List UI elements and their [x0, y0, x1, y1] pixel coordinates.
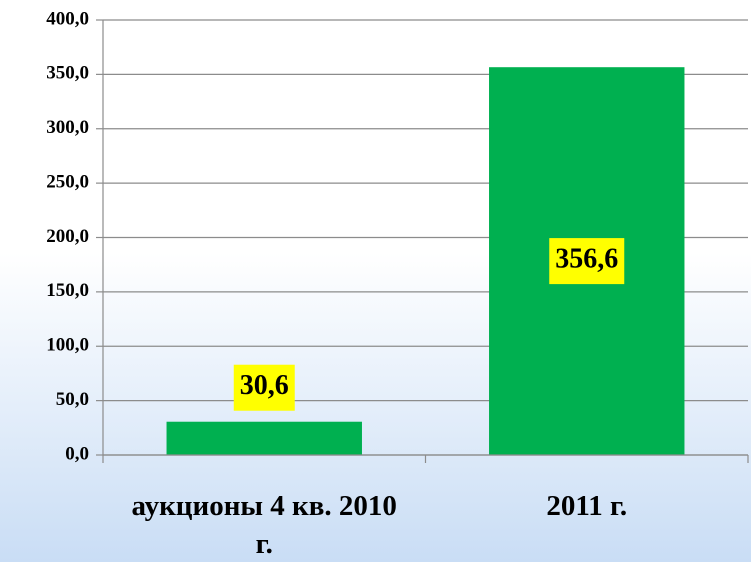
value-label-bg	[233, 364, 295, 411]
y-tick-label: 0,0	[65, 443, 89, 464]
y-tick-label: 400,0	[46, 8, 89, 29]
y-tick-label: 300,0	[46, 117, 89, 138]
y-tick-label: 250,0	[46, 171, 89, 192]
value-label-bg	[549, 238, 625, 285]
y-tick-label: 100,0	[46, 335, 89, 356]
y-tick-label: 50,0	[56, 389, 89, 410]
y-tick-label: 350,0	[46, 63, 89, 84]
value-label: 356,6	[555, 244, 618, 275]
bar	[166, 421, 362, 455]
y-tick-label: 200,0	[46, 226, 89, 247]
y-tick-label: 150,0	[46, 280, 89, 301]
x-tick-label: аукционы 4 кв. 2010 г.	[131, 490, 397, 560]
value-label: 30,6	[240, 370, 289, 401]
x-tick-label: 2011 г.	[546, 490, 628, 522]
